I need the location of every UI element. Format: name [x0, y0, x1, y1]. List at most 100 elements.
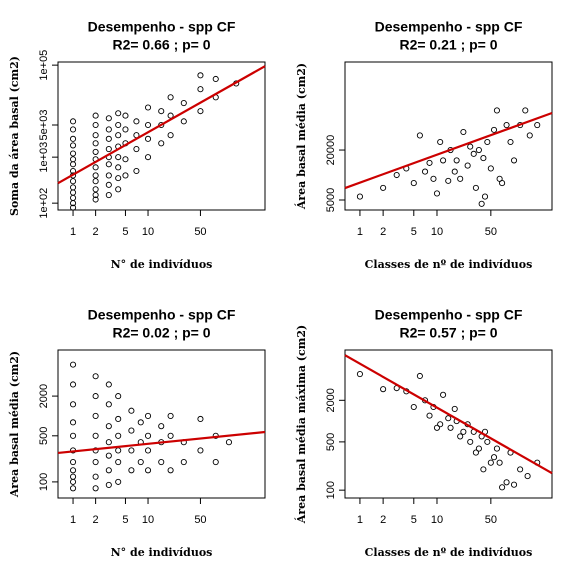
point	[430, 175, 437, 182]
point	[144, 467, 152, 474]
point	[510, 157, 518, 164]
point	[69, 150, 77, 157]
x-tick-label: 1	[70, 514, 76, 526]
point	[197, 72, 204, 79]
point	[128, 407, 135, 414]
point	[460, 428, 467, 435]
point	[426, 159, 433, 166]
point	[128, 447, 135, 454]
title: Desempenho - spp CF	[88, 19, 236, 35]
y-axis-label: Área basal média (cm2)	[294, 63, 308, 210]
point	[115, 447, 122, 454]
point	[197, 415, 204, 423]
point	[475, 445, 482, 452]
point	[464, 162, 471, 169]
x-tick-label: 50	[194, 226, 206, 238]
x-tick-label: 50	[485, 514, 497, 526]
point	[467, 143, 474, 150]
subtitle: R2= 0.21 ; p= 0	[399, 37, 497, 53]
point	[105, 161, 112, 168]
point	[115, 478, 122, 485]
fit-line	[344, 111, 553, 190]
point	[92, 132, 99, 139]
point	[92, 485, 99, 492]
point	[478, 200, 485, 207]
point	[144, 432, 152, 439]
point	[69, 401, 77, 408]
point	[144, 104, 152, 111]
fit-line	[57, 65, 266, 185]
point	[440, 391, 447, 398]
point	[484, 438, 491, 445]
y-tick-label: 5000	[325, 188, 337, 212]
y-tick-label: 2000	[38, 384, 50, 408]
point	[437, 138, 444, 146]
point	[133, 167, 140, 175]
point	[380, 386, 387, 393]
point	[197, 86, 204, 93]
x-tick-label: 10	[142, 514, 154, 526]
title: Desempenho - spp CF	[88, 307, 236, 323]
point	[128, 427, 135, 434]
point	[481, 193, 489, 200]
y-tick-label: 100	[325, 481, 337, 499]
point	[105, 452, 112, 459]
point	[92, 178, 99, 185]
point	[453, 157, 460, 164]
plot-box	[57, 61, 266, 211]
point	[510, 481, 518, 488]
x-axis-label: Classes de nº de indivíduos	[365, 546, 533, 559]
point	[487, 459, 494, 466]
point	[487, 165, 494, 172]
point	[105, 126, 112, 133]
point	[105, 172, 112, 179]
x-tick-label: 10	[431, 514, 443, 526]
point	[69, 126, 77, 133]
title: Desempenho - spp CF	[375, 307, 523, 323]
point	[115, 432, 122, 439]
point	[167, 432, 174, 439]
point	[115, 186, 122, 193]
point	[410, 180, 417, 187]
point	[122, 172, 129, 179]
point	[69, 361, 77, 368]
x-tick-label: 5	[411, 226, 417, 238]
point	[115, 393, 122, 400]
point	[158, 108, 165, 115]
point	[92, 148, 99, 155]
point	[115, 415, 122, 423]
x-tick-label: 2	[380, 226, 386, 238]
point	[105, 135, 112, 142]
point	[115, 164, 122, 171]
point	[92, 458, 99, 466]
point	[92, 164, 99, 171]
point	[490, 454, 498, 461]
point	[167, 112, 174, 119]
point	[433, 190, 441, 197]
point	[69, 204, 77, 211]
point	[69, 467, 77, 474]
fit-line	[57, 430, 266, 455]
y-tick-label: 5e+03	[38, 110, 50, 141]
point	[451, 168, 458, 175]
point	[158, 140, 165, 147]
point	[144, 412, 152, 419]
x-tick-label: 5	[122, 514, 128, 526]
point	[180, 458, 187, 466]
point	[69, 458, 77, 466]
point	[115, 175, 122, 182]
point	[115, 121, 122, 129]
point	[69, 156, 77, 163]
point	[457, 433, 464, 440]
x-tick-label: 2	[380, 514, 386, 526]
point	[115, 458, 122, 466]
point	[133, 145, 140, 153]
point	[115, 132, 122, 139]
point	[92, 473, 99, 480]
subtitle: R2= 0.57 ; p= 0	[399, 325, 497, 341]
point	[445, 177, 452, 184]
point	[416, 132, 423, 139]
point	[499, 180, 506, 187]
point	[484, 138, 491, 146]
point	[105, 439, 112, 446]
